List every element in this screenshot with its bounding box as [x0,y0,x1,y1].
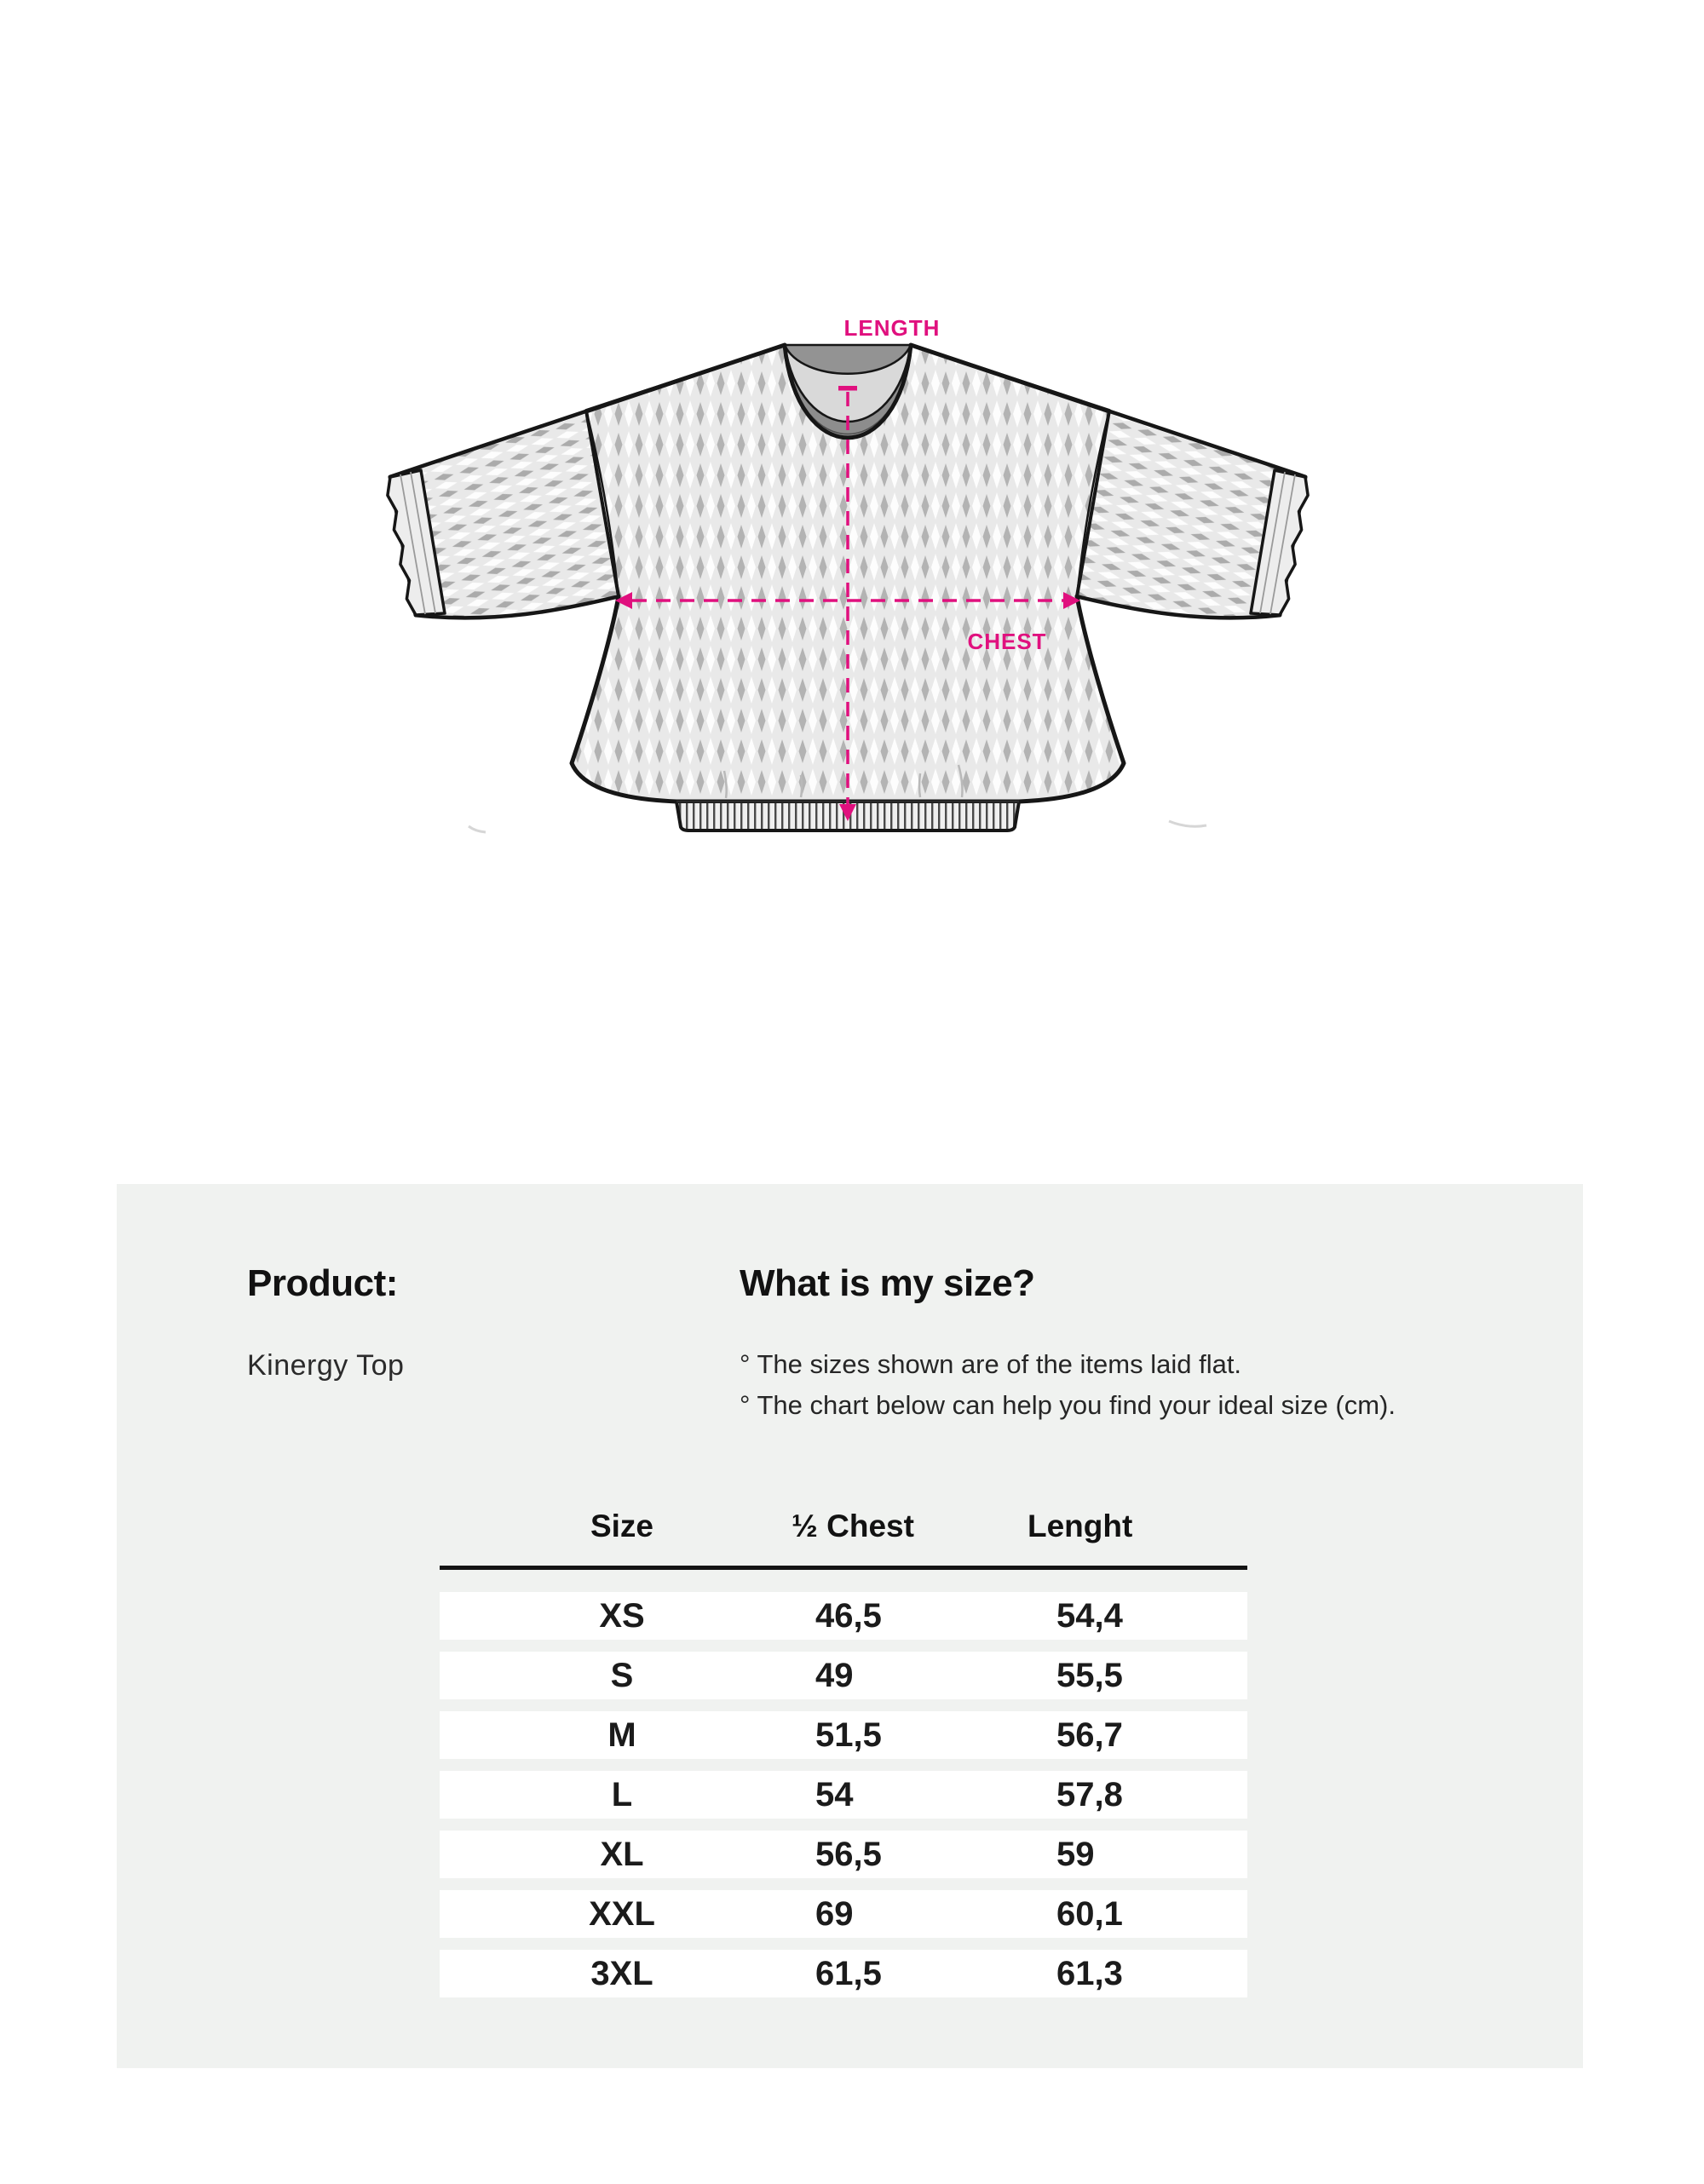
right-cuff [1249,468,1310,617]
size-note-chart: ° The chart below can help you find your… [740,1390,1396,1420]
sketch-smudge [1168,819,1207,828]
size-cell: XL [600,1835,644,1873]
size-row: XS 46,5 54,4 [440,1592,1247,1640]
chest-cell: 69 [815,1894,854,1933]
size-table-body: XS 46,5 54,4 S 49 55,5 M 51,5 56,7 L 54 … [440,1592,1247,1997]
length-cell: 61,3 [1056,1954,1123,1992]
size-help-column: What is my size? ° The sizes shown are o… [740,1262,1396,1420]
product-column: Product: Kinergy Top [247,1262,404,1382]
length-label: LENGTH [844,315,941,341]
column-header-half-chest: ½ Chest [792,1509,914,1543]
product-name: Kinergy Top [247,1349,405,1382]
size-note-flat: ° The sizes shown are of the items laid … [740,1349,1242,1379]
wrinkle-stroke [957,764,964,798]
wrinkle-stroke [722,770,728,799]
size-row: 3XL 61,5 61,3 [440,1950,1247,1997]
length-cell: 57,8 [1056,1775,1123,1813]
size-row: L 54 57,8 [440,1771,1247,1819]
size-row: XL 56,5 59 [440,1831,1247,1878]
info-panel: Product: Kinergy Top What is my size? ° … [117,1184,1583,2068]
chest-cell: 46,5 [815,1596,882,1635]
left-cuff-rib-line [410,471,436,614]
length-cell: 60,1 [1056,1894,1123,1933]
size-cell: M [607,1716,636,1754]
length-cell: 59 [1056,1835,1095,1873]
size-cell: L [611,1775,633,1813]
chest-cell: 61,5 [815,1954,882,1992]
right-cuff-rib-line [1269,474,1296,615]
column-header-length: Lenght [1028,1509,1133,1543]
length-arrowhead [839,804,856,821]
back-neckband [783,343,912,375]
left-shoulder-seam [584,410,620,597]
chest-cell: 54 [815,1775,854,1813]
size-help-heading: What is my size? [740,1262,1035,1304]
neckband-outline [782,344,913,440]
product-heading: Product: [247,1262,398,1304]
left-cuff-rib-line [400,474,426,615]
chest-arrowhead-left [615,592,632,609]
right-shoulder-seam [1075,410,1111,597]
right-cuff-rib-line [1259,471,1286,614]
size-cell: XXL [589,1894,655,1933]
size-table-header: Size ½ Chest Lenght [440,1507,1247,1546]
chest-label: CHEST [967,629,1046,654]
column-header-size: Size [590,1509,654,1543]
sketch-smudge [468,825,486,834]
size-cell: 3XL [590,1954,653,1992]
chest-cell: 51,5 [815,1716,882,1754]
size-row: M 51,5 56,7 [440,1711,1247,1759]
wrinkle-stroke [918,773,922,798]
chest-cell: 56,5 [815,1835,882,1873]
chest-cell: 49 [815,1656,854,1694]
size-cell: S [610,1656,634,1694]
size-cell: XS [599,1596,645,1635]
size-row: S 49 55,5 [440,1652,1247,1699]
chest-arrowhead-right [1063,592,1080,609]
size-help-notes: ° The sizes shown are of the items laid … [740,1344,1396,1426]
table-header-rule [440,1566,1247,1570]
length-cell: 55,5 [1056,1656,1123,1694]
length-cell: 54,4 [1056,1596,1123,1635]
wrinkle-stroke [799,774,803,798]
sweater-flat-sketch: LENGTH CHEST [386,315,1310,834]
size-table: Size ½ Chest Lenght XS 46,5 54,4 S 49 55… [440,1507,1247,2009]
length-cell: 56,7 [1056,1716,1123,1754]
left-cuff [386,468,446,617]
length-start-tick [838,386,857,391]
garment-diagram: LENGTH CHEST [358,307,1346,852]
size-row: XXL 69 60,1 [440,1890,1247,1938]
